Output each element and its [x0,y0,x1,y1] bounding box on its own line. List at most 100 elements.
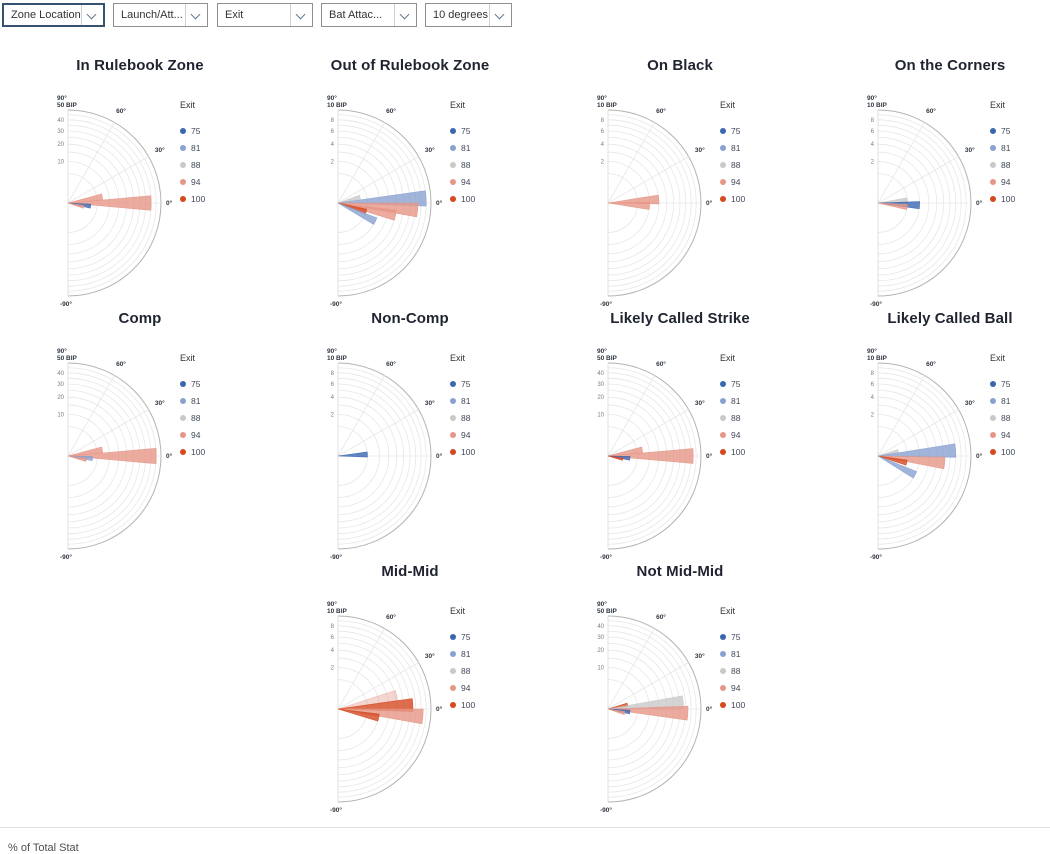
legend-item-100[interactable]: 100 [450,696,520,713]
legend-item-94[interactable]: 94 [990,173,1050,190]
legend-label: 81 [461,142,471,153]
filter-dropdown-exit[interactable]: Exit [217,3,313,27]
chevron-down-icon[interactable] [295,9,306,19]
bar-exit-88[interactable] [337,194,361,204]
legend-item-75[interactable]: 75 [450,628,520,645]
bar-exit-94[interactable] [67,202,85,209]
legend-item-94[interactable]: 94 [720,173,790,190]
radial-tick-label: 6 [601,129,605,135]
angle-label-30: 30° [425,652,435,660]
legend-item-94[interactable]: 94 [720,426,790,443]
legend-swatch-icon [180,431,186,438]
legend-item-75[interactable]: 75 [990,375,1050,392]
bar-exit-75[interactable] [337,451,368,458]
legend-item-100[interactable]: 100 [180,190,250,207]
legend-swatch-icon [720,633,726,640]
legend-item-100[interactable]: 100 [720,443,790,460]
bar-exit-100[interactable] [337,708,380,722]
radial-tick-label: 2 [331,665,335,671]
legend-item-81[interactable]: 81 [450,392,520,409]
legend-label: 100 [731,193,746,204]
legend-item-88[interactable]: 88 [720,156,790,173]
legend-item-88[interactable]: 88 [180,409,250,426]
legend-item-75[interactable]: 75 [720,122,790,139]
legend-item-88[interactable]: 88 [720,662,790,679]
legend-item-75[interactable]: 75 [720,375,790,392]
legend-item-81[interactable]: 81 [450,139,520,156]
filter-dropdown-zone-location[interactable]: Zone Location [2,3,105,27]
legend-item-75[interactable]: 75 [990,122,1050,139]
bar-exit-94[interactable] [607,708,626,715]
radial-axis-max-label: 50 BIP [57,102,78,109]
legend-item-75[interactable]: 75 [180,375,250,392]
legend-item-81[interactable]: 81 [720,392,790,409]
legend-item-94[interactable]: 94 [180,173,250,190]
legend-item-100[interactable]: 100 [990,443,1050,460]
angle-label-60: 60° [656,613,666,621]
legend-item-88[interactable]: 88 [450,156,520,173]
legend-items: 75 81 88 94 100 [180,122,250,207]
bar-exit-94[interactable] [607,705,689,721]
legend-item-88[interactable]: 88 [180,156,250,173]
legend-item-100[interactable]: 100 [720,190,790,207]
legend-label: 100 [191,193,206,204]
legend-item-75[interactable]: 75 [450,122,520,139]
chevron-down-icon[interactable] [190,9,201,19]
legend-item-94[interactable]: 94 [450,679,520,696]
chevron-down-icon[interactable] [399,9,410,19]
bar-exit-81[interactable] [337,190,427,207]
legend-item-81[interactable]: 81 [180,139,250,156]
legend-item-100[interactable]: 100 [450,190,520,207]
angle-label-30: 30° [425,399,435,407]
chevron-down-icon[interactable] [494,9,505,19]
bar-exit-81[interactable] [877,455,917,479]
bar-exit-81[interactable] [337,202,378,225]
legend-item-81[interactable]: 81 [990,139,1050,156]
legend-item-81[interactable]: 81 [720,645,790,662]
legend-item-75[interactable]: 75 [450,375,520,392]
legend-item-100[interactable]: 100 [990,190,1050,207]
legend-item-81[interactable]: 81 [450,645,520,662]
bar-exit-81[interactable] [877,443,957,458]
radial-axis-max-label: 10 BIP [327,608,348,615]
legend-item-75[interactable]: 75 [720,628,790,645]
chevron-down-icon[interactable] [86,9,97,19]
legend-item-81[interactable]: 81 [720,139,790,156]
legend-item-75[interactable]: 75 [180,122,250,139]
legend-item-100[interactable]: 100 [450,443,520,460]
legend-item-94[interactable]: 94 [720,679,790,696]
legend-item-100[interactable]: 100 [180,443,250,460]
legend-item-88[interactable]: 88 [450,409,520,426]
legend-label: 88 [461,665,471,676]
legend-item-81[interactable]: 81 [180,392,250,409]
bar-exit-94[interactable] [607,448,694,464]
legend-item-88[interactable]: 88 [720,409,790,426]
legend-item-100[interactable]: 100 [720,696,790,713]
filter-dropdown-launch-attack[interactable]: Launch/Att... [113,3,208,27]
legend-item-94[interactable]: 94 [450,173,520,190]
legend-item-94[interactable]: 94 [990,426,1050,443]
filter-dropdown-bat-attack[interactable]: Bat Attac... [321,3,417,27]
bar-exit-94[interactable] [607,194,660,205]
filter-dropdown-bin-degrees[interactable]: 10 degrees [425,3,512,27]
legend-item-88[interactable]: 88 [990,156,1050,173]
angle-label-90: 90° [327,600,337,608]
legend-item-88[interactable]: 88 [990,409,1050,426]
legend-items: 75 81 88 94 100 [180,375,250,460]
chart-cell: In Rulebook Zone 40 30 20 10 90° 50 BIP 60° 30°… [8,55,272,317]
legend-item-94[interactable]: 94 [450,426,520,443]
legend-swatch-icon [450,178,456,185]
bar-exit-100[interactable] [877,455,908,466]
bar-exit-94[interactable] [67,195,152,211]
legend-title: Exit [450,100,466,110]
legend-item-88[interactable]: 88 [450,662,520,679]
angle-label-90: 90° [327,94,337,102]
bar-exit-100[interactable] [607,455,624,461]
legend-item-81[interactable]: 81 [990,392,1050,409]
legend-item-94[interactable]: 94 [180,426,250,443]
bar-exit-94[interactable] [67,455,87,462]
angle-label-30: 30° [695,652,705,660]
bar-exit-94[interactable] [67,447,157,465]
bar-exit-94[interactable] [607,201,650,210]
bar-exit-94[interactable] [877,202,908,210]
